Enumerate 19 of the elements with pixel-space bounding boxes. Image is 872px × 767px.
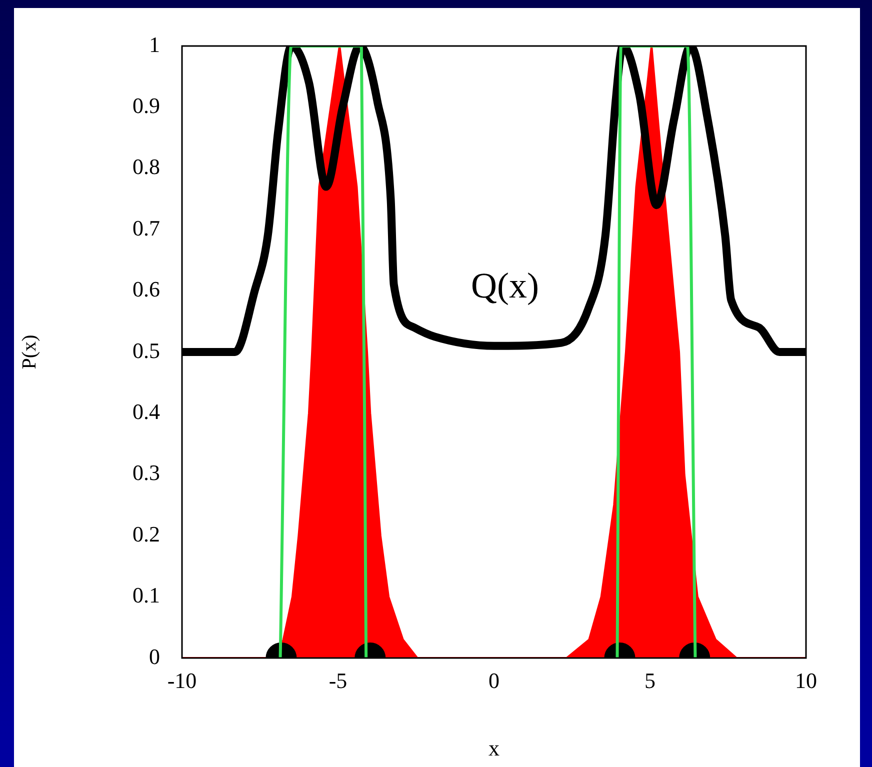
y-tick-label: 0.6 bbox=[132, 276, 160, 302]
x-tick-label: 5 bbox=[644, 668, 656, 693]
y-tick-label: 0.8 bbox=[132, 154, 160, 180]
x-tick-label: -10 bbox=[167, 668, 197, 693]
y-tick-label: 0 bbox=[149, 644, 160, 669]
annotation: Q(x) bbox=[471, 265, 539, 306]
y-tick-label: 0.3 bbox=[132, 460, 160, 486]
y-axis-title: P(x) bbox=[18, 334, 40, 370]
y-tick-label: 0.5 bbox=[132, 338, 160, 363]
y-tick-label: 1 bbox=[149, 32, 160, 57]
y-tick-label: 0.1 bbox=[132, 582, 160, 608]
y-tick-label: 0.4 bbox=[132, 398, 160, 424]
y-tick-label: 0.9 bbox=[132, 92, 160, 118]
x-tick-label: 0 bbox=[488, 668, 500, 693]
x-tick-label: 10 bbox=[795, 668, 817, 693]
y-tick-label: 0.2 bbox=[132, 521, 160, 546]
x-axis-title: x bbox=[488, 736, 500, 761]
x-tick-label: -5 bbox=[328, 668, 348, 693]
y-tick-label: 0.7 bbox=[132, 215, 160, 240]
